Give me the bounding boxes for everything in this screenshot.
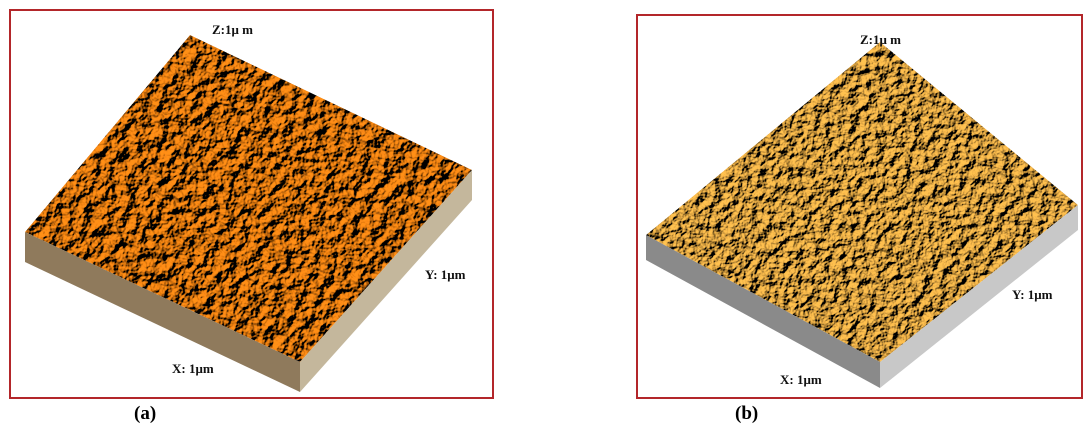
x-axis-label: X: 1μm xyxy=(780,372,822,387)
y-axis-label: Y: 1μm xyxy=(1012,287,1053,302)
surface-topography xyxy=(646,42,1078,362)
surface-topography xyxy=(25,35,472,362)
z-axis-label: Z:1μ m xyxy=(860,32,901,47)
z-axis-label: Z:1μ m xyxy=(212,22,253,37)
panel-b: Z:1μ m Y: 1μm X: 1μm (b) xyxy=(636,14,1083,424)
panel-caption: (a) xyxy=(134,403,156,424)
y-axis-label: Y: 1μm xyxy=(425,267,466,282)
panel-a: Z:1μ m Y: 1μm X: 1μm (a) xyxy=(9,9,494,424)
side-wall-left xyxy=(25,232,300,392)
panel-caption: (b) xyxy=(735,403,758,424)
x-axis-label: X: 1μm xyxy=(172,361,214,376)
side-wall-right xyxy=(300,170,472,392)
side-wall-left xyxy=(646,235,880,388)
side-wall-right xyxy=(880,205,1078,388)
